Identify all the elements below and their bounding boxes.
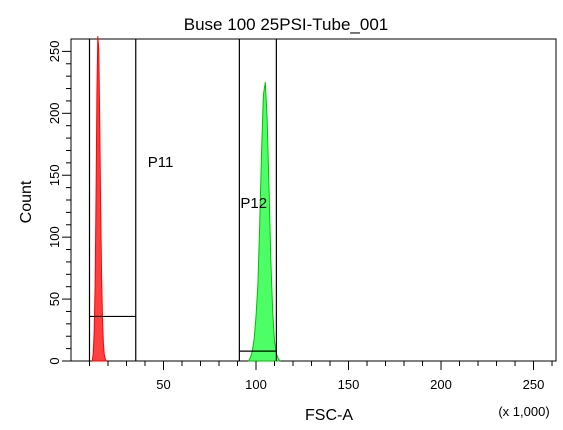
x-tick-label: 150: [338, 377, 360, 392]
x-tick-label: 100: [245, 377, 267, 392]
y-tick-label: 100: [47, 226, 62, 248]
x-tick-label: 250: [523, 377, 545, 392]
plot-frame: [70, 38, 557, 362]
x-axis-label: FSC-A: [305, 407, 353, 424]
gate-layer: P11 P12: [88, 39, 277, 361]
x-tick-label: 50: [156, 377, 170, 392]
gate-label-p12: P12: [240, 195, 267, 212]
y-tick-label: 0: [47, 357, 62, 364]
x-tick-label: 200: [430, 377, 452, 392]
axes-layer: 50 100 150 200 250 0 50 100 150 200 250: [47, 41, 553, 392]
histogram-series-p11: [91, 36, 107, 362]
y-tick-label: 150: [47, 164, 62, 186]
y-axis-label: Count: [18, 180, 35, 223]
gate-label-p11: P11: [148, 154, 174, 171]
chart-title: Buse 100 25PSI-Tube_001: [184, 15, 388, 34]
plot-area: [70, 38, 557, 362]
x-multiplier-label: (x 1,000): [498, 404, 549, 419]
y-tick-label: 200: [47, 102, 62, 124]
y-tick-label: 50: [47, 292, 62, 306]
y-tick-label: 250: [47, 41, 62, 63]
